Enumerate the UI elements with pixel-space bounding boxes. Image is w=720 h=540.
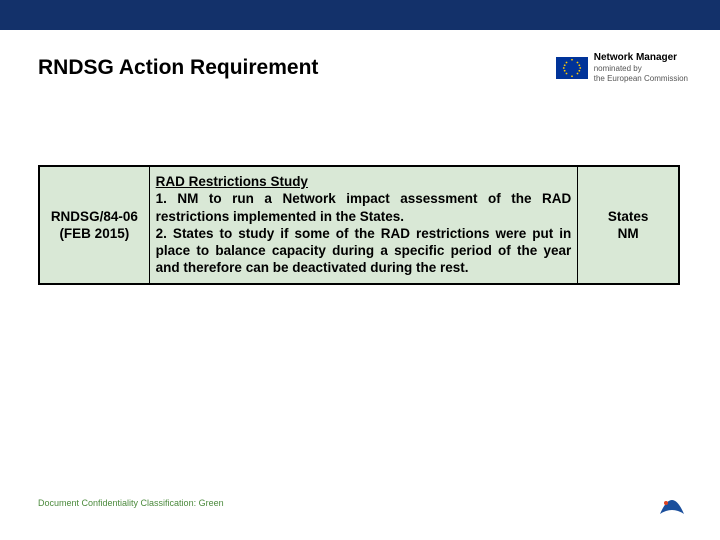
cell-action-owner: States NM bbox=[578, 167, 678, 283]
nm-logo-text: Network Manager nominated by the Europea… bbox=[594, 52, 688, 83]
table-row: RNDSG/84-06 (FEB 2015) RAD Restrictions … bbox=[40, 167, 678, 283]
eurocontrol-logo-icon bbox=[656, 492, 688, 518]
top-bar bbox=[0, 0, 720, 30]
action-id-date: (FEB 2015) bbox=[59, 225, 129, 242]
action-id-code: RNDSG/84-06 bbox=[51, 208, 138, 225]
action-para-1: 1. NM to run a Network impact assessment… bbox=[156, 190, 572, 225]
nm-sub-label-2: the European Commission bbox=[594, 74, 688, 84]
nm-main-label: Network Manager bbox=[594, 52, 688, 64]
action-table: RNDSG/84-06 (FEB 2015) RAD Restrictions … bbox=[38, 165, 680, 285]
action-para-2: 2. States to study if some of the RAD re… bbox=[156, 225, 572, 277]
slide-container: RNDSG Action Requirement Network Manager… bbox=[0, 0, 720, 540]
cell-action-body: RAD Restrictions Study 1. NM to run a Ne… bbox=[150, 167, 579, 283]
nm-sub-label-1: nominated by bbox=[594, 64, 688, 74]
page-title: RNDSG Action Requirement bbox=[38, 56, 318, 80]
owner-line-2: NM bbox=[618, 225, 639, 242]
study-title: RAD Restrictions Study bbox=[156, 173, 572, 190]
owner-line-1: States bbox=[608, 208, 649, 225]
header-logos: Network Manager nominated by the Europea… bbox=[556, 52, 688, 83]
cell-action-id: RNDSG/84-06 (FEB 2015) bbox=[40, 167, 150, 283]
header-row: RNDSG Action Requirement Network Manager… bbox=[38, 52, 688, 83]
footer-classification: Document Confidentiality Classification:… bbox=[38, 498, 224, 508]
eu-flag-icon bbox=[556, 57, 588, 79]
